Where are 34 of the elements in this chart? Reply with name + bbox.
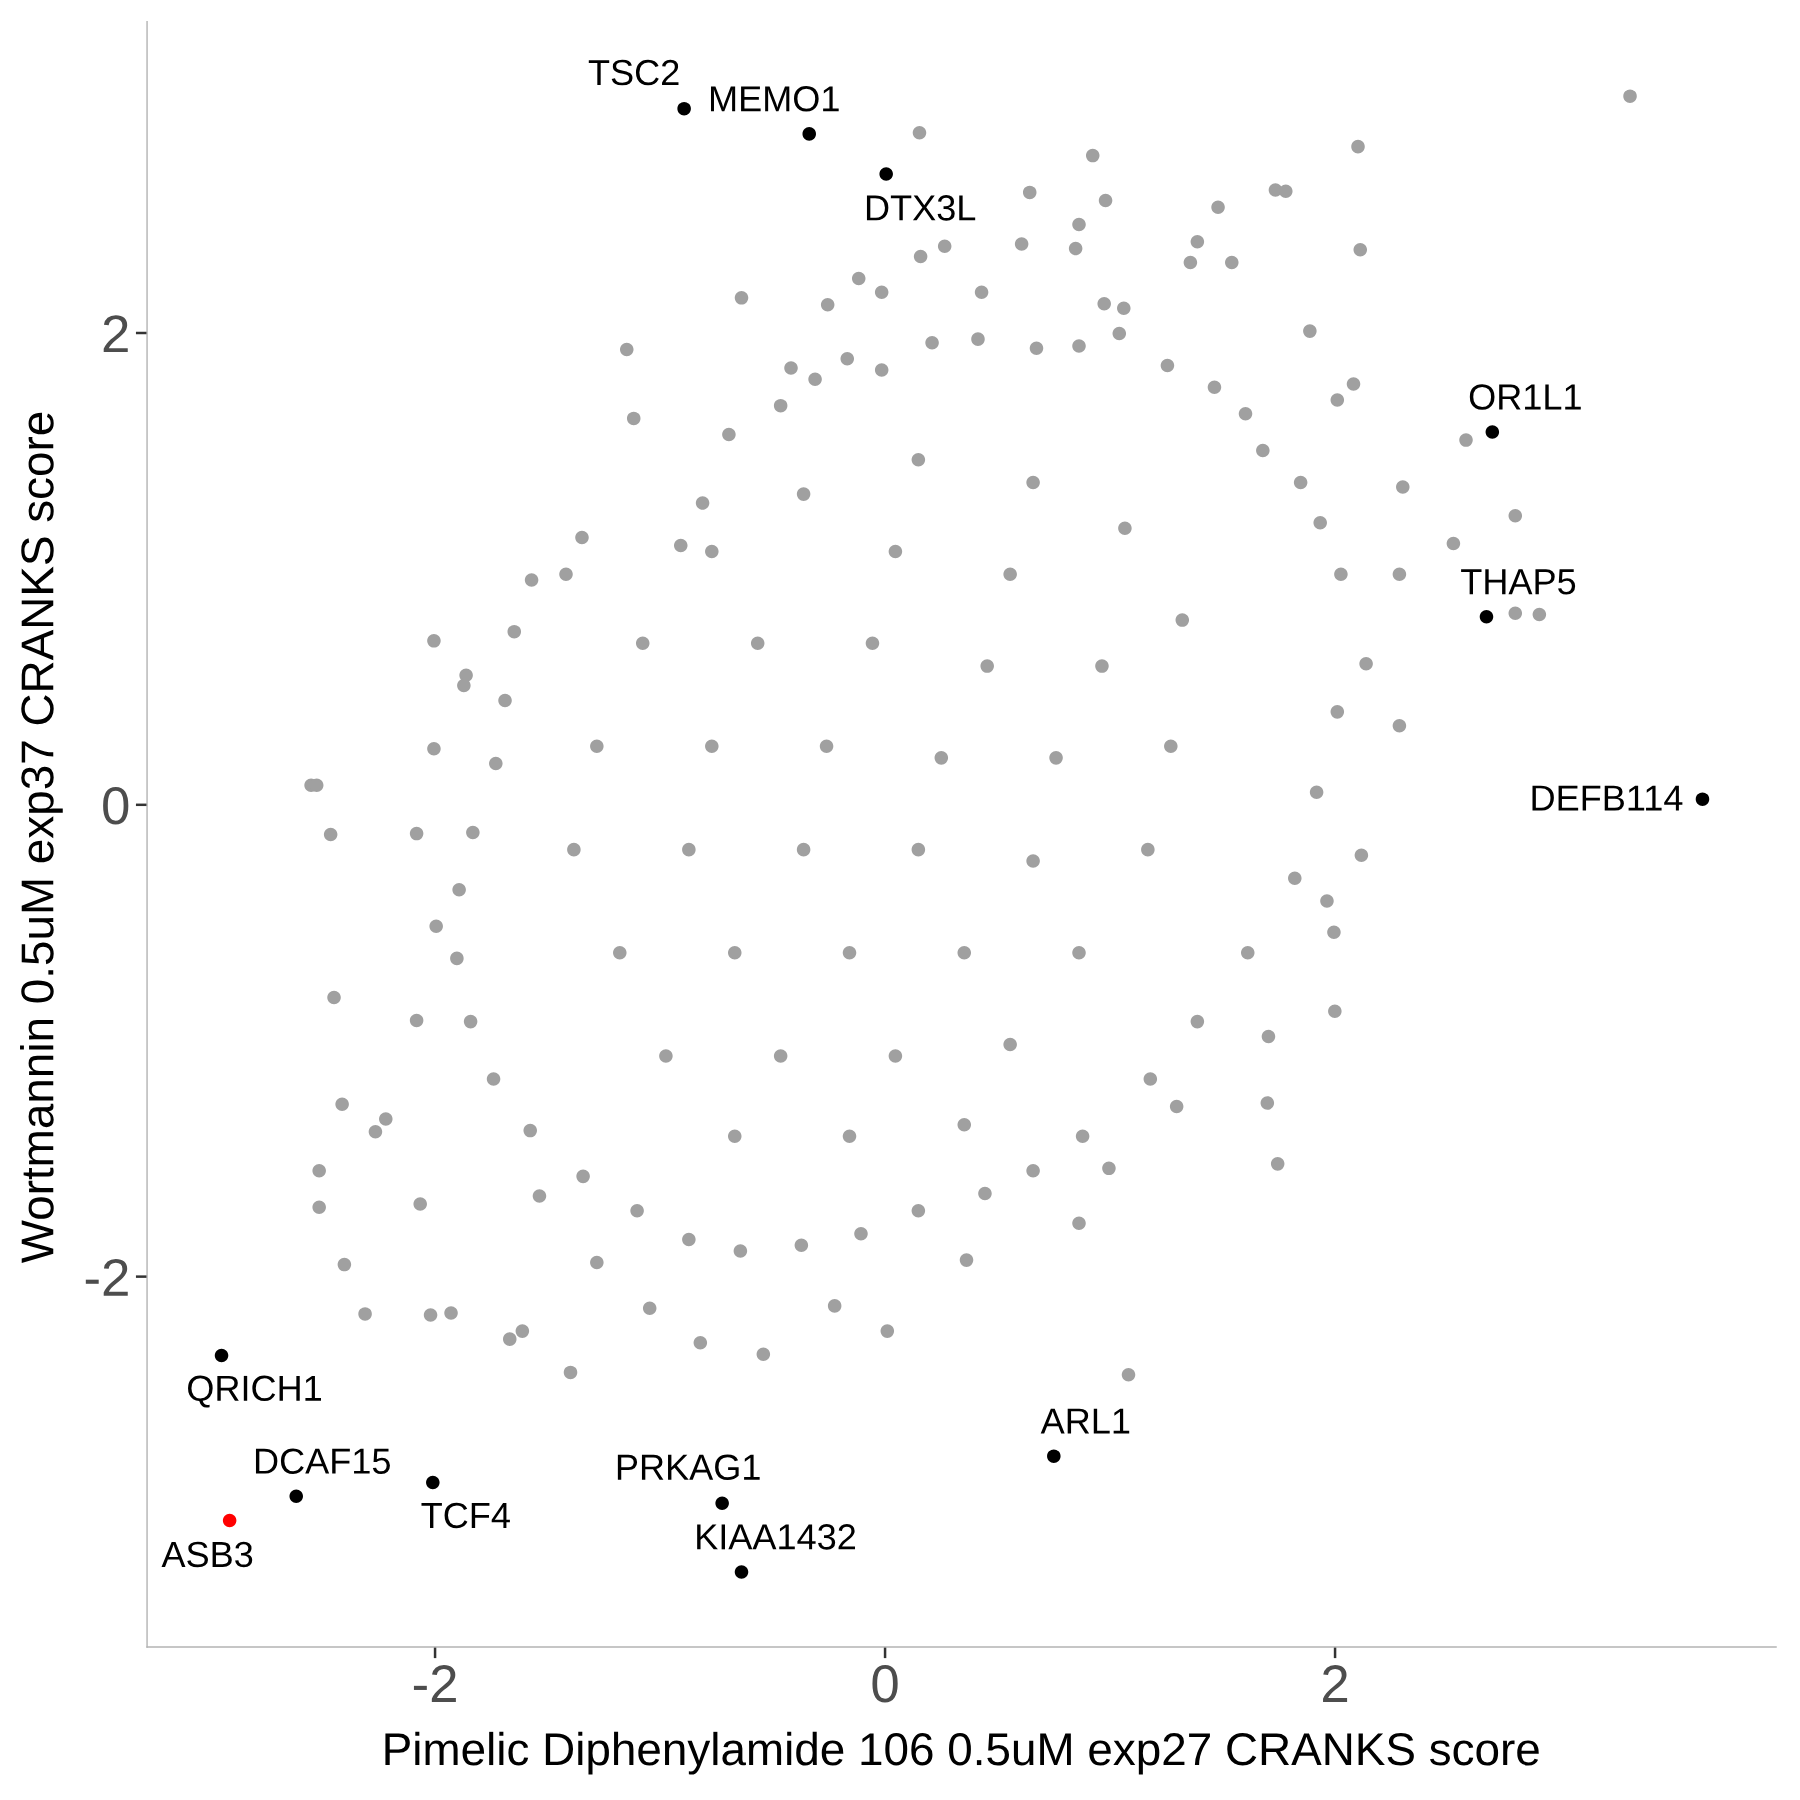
x-tick-label: 0: [872, 1665, 898, 1703]
annotation: DEFB114: [1532, 785, 1683, 811]
x-tick-label: -2: [413, 1665, 456, 1702]
point: [677, 101, 691, 116]
y-tick-label: 0: [103, 787, 129, 825]
point: [1485, 425, 1500, 439]
annotation: DCAF15: [255, 1448, 390, 1474]
point: [802, 127, 816, 141]
annotation: MEMO1: [710, 86, 839, 112]
annotation: PRKAG1: [617, 1454, 760, 1481]
point: [426, 1475, 440, 1490]
y-tick-label: 2: [103, 315, 128, 353]
annotation: DTX3L: [866, 195, 976, 221]
y-axis-title: Wortmannin 0.5uM exp37 CRANKS score: [20, 412, 63, 1264]
annotation: QRICH1: [188, 1375, 321, 1408]
x-axis-title: Pimelic Diphenylamide 106 0.5uM exp27 CRANKS score: [385, 1731, 1539, 1775]
point: [1695, 792, 1710, 806]
annotation: TCF4: [421, 1502, 510, 1529]
annotation: THAP5: [1461, 569, 1576, 595]
annotation: TSC2: [588, 59, 679, 86]
point: [289, 1489, 303, 1504]
point: [214, 1348, 229, 1363]
x-tick-label: 2: [1323, 1665, 1348, 1702]
annotation: ASB3: [161, 1541, 253, 1568]
y-tick-label: -2: [85, 1258, 128, 1296]
point: [222, 1513, 237, 1528]
annotation: KIAA1432: [697, 1524, 856, 1550]
annotation: ARL1: [1040, 1408, 1130, 1434]
point: [1047, 1449, 1061, 1463]
point: [879, 167, 893, 181]
point: [1479, 610, 1494, 624]
point: [734, 1565, 749, 1579]
point: [715, 1496, 729, 1511]
annotation: OR1L1: [1469, 384, 1581, 410]
